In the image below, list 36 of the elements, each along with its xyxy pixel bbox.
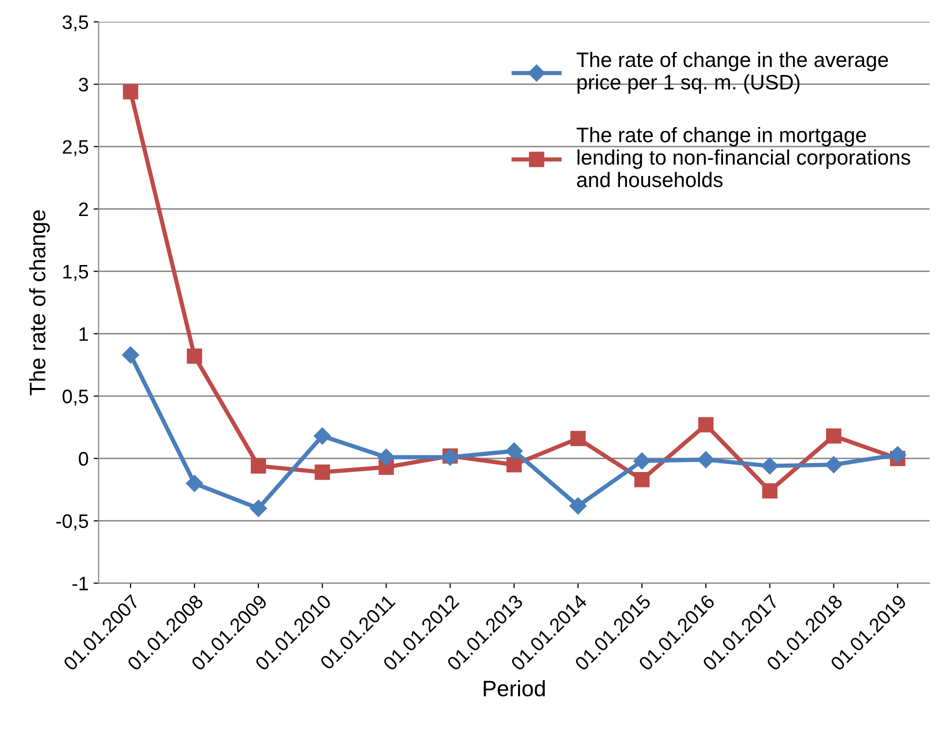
point <box>697 451 714 468</box>
point <box>634 472 650 488</box>
y-tick-label: 0,5 <box>62 390 88 406</box>
y-axis-title: The rate of change <box>29 210 50 396</box>
point <box>826 428 842 444</box>
y-tick-label: 1,5 <box>63 265 88 281</box>
y-tick-label: 0 <box>78 452 88 466</box>
point <box>378 448 395 466</box>
point <box>825 456 842 474</box>
point <box>762 483 778 499</box>
point <box>633 452 651 470</box>
point <box>122 346 140 364</box>
point <box>314 464 330 480</box>
point <box>698 417 714 432</box>
y-tick-label: 2 <box>79 202 88 216</box>
point <box>506 457 522 472</box>
point <box>186 474 204 492</box>
point <box>122 84 138 100</box>
point <box>250 500 267 517</box>
y-tick-label: 1 <box>80 327 88 341</box>
legend-label: The rate of change in the average price per 1 sq. m. (USD) <box>576 52 888 94</box>
point <box>569 497 587 514</box>
y-tick-label: 3,5 <box>62 15 88 32</box>
point <box>889 446 906 464</box>
y-tick-label: -1 <box>72 576 88 590</box>
point <box>250 458 266 474</box>
y-tick-label: -0,5 <box>56 514 88 530</box>
y-tick-label: 3 <box>78 78 88 92</box>
point <box>186 348 202 364</box>
y-tick-label: 2,5 <box>62 140 88 156</box>
point <box>506 442 523 460</box>
point <box>570 430 586 446</box>
point <box>314 427 331 445</box>
point <box>761 457 778 474</box>
legend-label: The rate of change in mortgage lending to non-financial corporations and households <box>576 127 910 188</box>
x-axis-title: Period <box>484 680 545 696</box>
